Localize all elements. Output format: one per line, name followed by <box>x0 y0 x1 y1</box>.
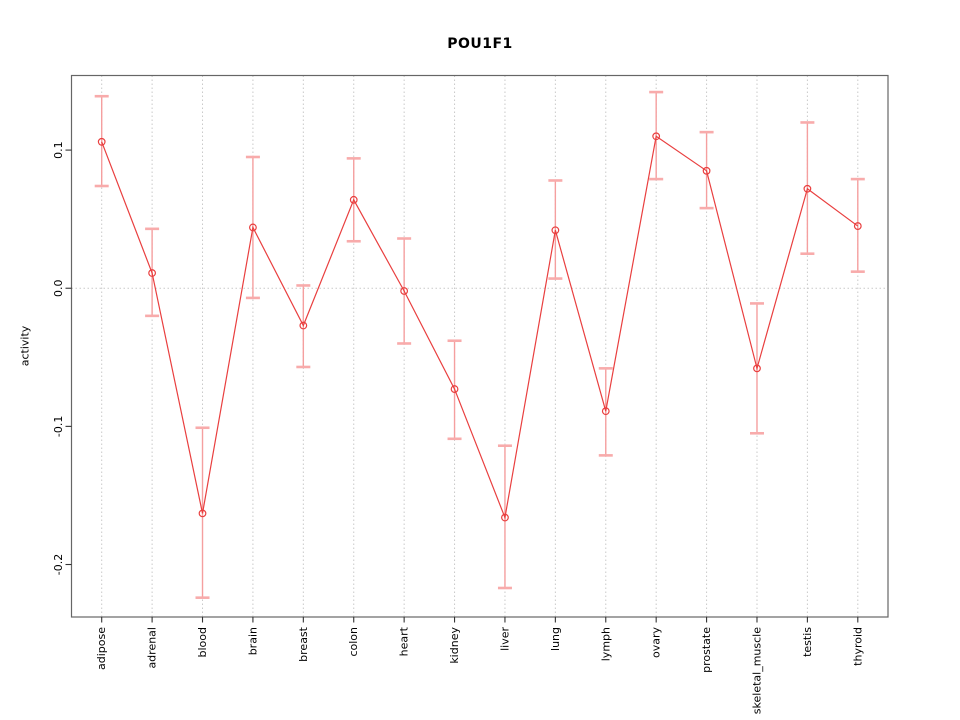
data-point <box>551 226 560 235</box>
data-point <box>753 364 761 373</box>
x-tick-label: blood <box>196 627 209 657</box>
x-tick-label: lung <box>549 627 562 651</box>
data-point <box>853 222 862 230</box>
data-point <box>400 287 409 295</box>
x-tick-label: brain <box>246 627 259 655</box>
x-tick-label: skeletal_muscle <box>750 627 763 714</box>
data-point <box>702 166 711 175</box>
x-tick-label: thyroid <box>851 627 864 666</box>
data-point <box>601 407 610 416</box>
plot-border <box>70 74 889 618</box>
x-tick-label: lymph <box>599 627 612 661</box>
x-tick-label: ovary <box>650 627 663 659</box>
data-point <box>148 269 157 277</box>
x-tick-label: testis <box>801 627 814 657</box>
data-point <box>349 195 358 204</box>
x-tick-label: adrenal <box>146 627 159 669</box>
x-tick-label: adipose <box>95 627 108 670</box>
y-tick-label: 0.0 <box>52 279 65 297</box>
data-point <box>249 223 257 232</box>
y-tick-label: -0.1 <box>52 416 65 437</box>
y-tick-label: 0.1 <box>52 141 65 159</box>
chart-title: POU1F1 <box>447 36 513 52</box>
data-point <box>652 132 661 141</box>
data-point <box>450 385 459 393</box>
x-tick-label: kidney <box>448 627 461 664</box>
series-line <box>101 135 859 520</box>
x-tick-label: liver <box>498 627 511 651</box>
x-tick-label: heart <box>398 626 411 656</box>
data-point <box>198 509 207 518</box>
x-tick-label: breast <box>297 626 310 662</box>
data-point <box>299 321 308 330</box>
x-tick-label: colon <box>347 627 360 657</box>
y-tick-label: -0.2 <box>52 554 65 575</box>
data-point <box>803 184 812 193</box>
data-point <box>501 513 509 522</box>
data-point <box>97 137 106 146</box>
x-tick-label: prostate <box>700 627 713 673</box>
